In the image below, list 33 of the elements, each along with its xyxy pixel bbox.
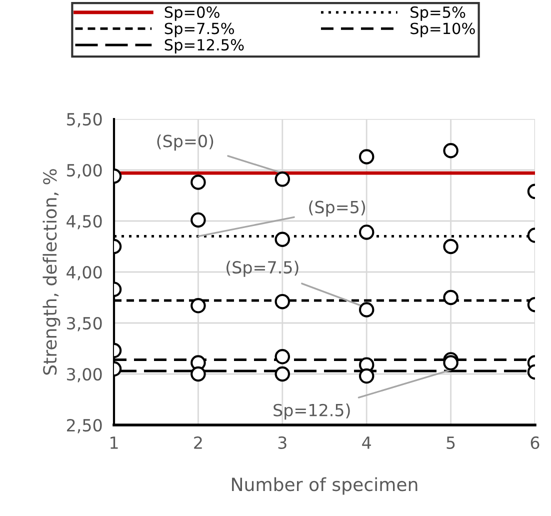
legend-label: Sp=12.5%: [164, 39, 244, 54]
y-tick-label: 2,50: [67, 418, 102, 434]
y-axis-title: Strength, deflection, %: [42, 169, 60, 375]
annotation: (Sp=7.5): [226, 260, 298, 277]
point: [358, 149, 374, 164]
annotation: (Sp=5): [309, 200, 366, 217]
point: [274, 232, 290, 247]
legend-label: Sp=0%: [164, 6, 220, 21]
y-tick-label: 4,00: [66, 266, 102, 280]
y-tick-label: 4,50: [66, 214, 102, 230]
x-tick-label: 5: [446, 436, 455, 450]
point: [274, 172, 290, 187]
y-tick-label: 3,50: [67, 316, 102, 332]
legend-label: Sp=10%: [410, 22, 475, 38]
point: [358, 302, 374, 318]
annotation: Sp=12.5): [274, 404, 350, 420]
point: [274, 294, 290, 310]
x-tick-label: 1: [110, 436, 118, 449]
point: [358, 368, 374, 384]
x-tick-label: 4: [362, 436, 371, 449]
point: [358, 224, 374, 240]
annotation: (Sp=0): [157, 134, 214, 151]
y-tick-label: 5,00: [67, 164, 102, 178]
point: [274, 349, 290, 364]
point: [274, 366, 290, 382]
x-tick-label: 6: [530, 436, 540, 450]
y-tick-label: 3,00: [67, 368, 102, 382]
x-tick-label: 3: [278, 436, 286, 450]
legend-label: Sp=5%: [410, 6, 466, 21]
x-axis-title: Number of specimen: [232, 477, 418, 495]
x-tick-label: 2: [194, 436, 202, 449]
y-tick-label: 5,50: [67, 112, 102, 128]
legend-label: Sp=7.5%: [164, 22, 234, 38]
